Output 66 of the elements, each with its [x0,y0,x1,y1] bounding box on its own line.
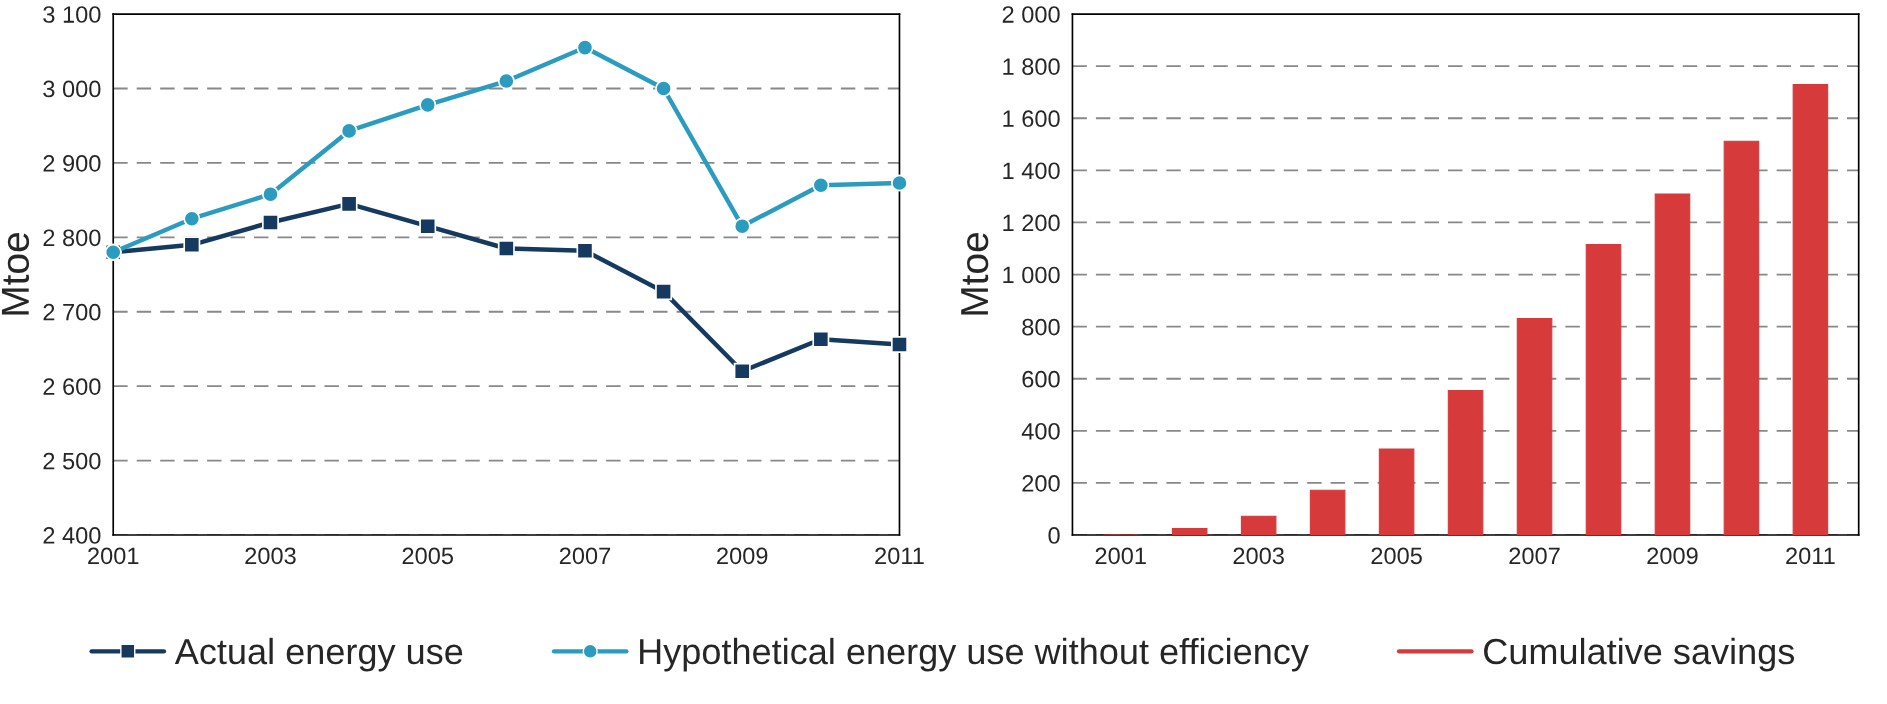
x-tick-label: 2003 [1233,547,1284,565]
x-tick-label: 2001 [88,547,139,565]
point [340,122,358,140]
bar [1516,318,1553,536]
point [261,213,279,231]
x-tick-label: 2011 [1786,547,1835,565]
bar [1654,193,1691,536]
y-tick-label: 2 400 [43,527,101,544]
x-tick-label: 2005 [1371,547,1422,565]
x-tick-label: 2009 [1647,547,1698,565]
point [576,39,594,57]
bar [1240,515,1277,536]
y-tick-label: 1 600 [1003,110,1060,128]
bar [1723,140,1760,536]
bar [1585,244,1622,536]
y-tick-label: 600 [1022,370,1060,388]
bar [1309,489,1346,536]
point [340,195,358,213]
x-tick-label: 2007 [559,547,611,565]
x-tick-label: 2003 [245,547,296,565]
point [655,80,673,97]
x-tick-label: 2005 [402,547,453,565]
point [419,96,437,114]
y-tick-label: 2 500 [43,452,101,470]
point [890,336,908,353]
bar [1447,389,1484,536]
y-tick-label: 800 [1022,318,1060,336]
y-tick-label: 3 000 [43,80,101,98]
bar [1171,527,1208,536]
legend-label: Actual energy use [174,637,463,672]
legend-label: Cumulative savings [1484,637,1795,672]
point [812,176,830,194]
y-tick-label: 3 100 [43,6,101,23]
x-tick-label: 2001 [1095,547,1146,565]
point [890,174,908,192]
legend-label: Hypothetical energy use without efficiency [640,637,1309,672]
point [497,240,515,257]
point [576,242,594,260]
point [183,210,201,228]
y-tick-label: 2 800 [43,229,101,247]
point [812,330,830,348]
y-tick-label: 1 800 [1003,58,1060,75]
y-tick-label: 0 [1048,527,1060,544]
y-tick-label: 2 000 [1002,6,1060,23]
y-tick-label: 2 700 [43,303,101,321]
point [183,236,201,254]
y-tick-label: 1 400 [1003,162,1060,180]
point [733,217,751,235]
y-axis-title: Mtoe [1,233,30,315]
y-tick-label: 2 900 [43,154,101,172]
point [733,362,751,380]
x-tick-label: 2007 [1509,547,1560,565]
y-axis-title: Mtoe [961,233,989,315]
y-tick-label: 1 000 [1003,266,1060,284]
y-tick-label: 2 600 [43,378,101,395]
point [497,72,515,90]
bar [1378,448,1415,536]
y-tick-label: 1 200 [1003,214,1060,232]
y-tick-label: 400 [1021,422,1060,440]
point [261,185,279,203]
point [419,217,437,235]
x-tick-label: 2009 [717,547,768,565]
y-tick-label: 200 [1022,475,1060,492]
point [655,283,673,301]
x-tick-label: 2011 [875,547,924,565]
bar [1792,84,1829,536]
